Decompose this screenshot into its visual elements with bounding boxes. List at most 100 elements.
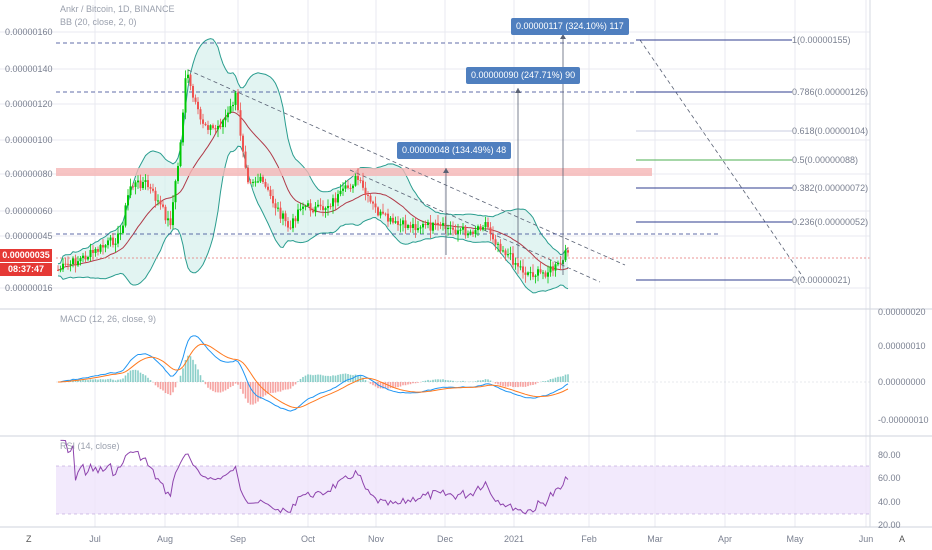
macd-histogram-bar	[462, 380, 464, 382]
macd-histogram-bar	[564, 374, 567, 382]
macd-histogram-bar	[452, 380, 454, 382]
candle-body	[447, 227, 449, 230]
candle-body	[487, 222, 489, 228]
candle-body	[537, 269, 539, 276]
measure-callout-48[interactable]: 0.00000048 (134.49%) 48	[397, 142, 512, 159]
macd-histogram-bar	[179, 375, 182, 382]
macd-histogram-bar	[562, 376, 564, 382]
candle-body	[327, 206, 329, 209]
measure-callout-117[interactable]: 0.00000117 (324.10%) 117	[511, 18, 629, 35]
macd-histogram-bar	[209, 382, 212, 390]
candle-body	[314, 206, 317, 213]
measure-callout-90[interactable]: 0.00000090 (247.71%) 90	[466, 67, 581, 84]
time-tick-label: Feb	[581, 534, 597, 544]
macd-histogram-bar	[304, 375, 307, 382]
candle-body	[342, 188, 344, 191]
candle-body	[387, 213, 389, 222]
macd-histogram-bar	[484, 379, 487, 382]
candle-body	[472, 231, 474, 235]
candle-body	[217, 125, 219, 130]
candle-body	[559, 262, 562, 265]
candle-body	[57, 269, 59, 271]
macd-histogram-bar	[264, 382, 267, 396]
macd-axis[interactable]: 0.00000020 0.00000010 0.00000000 -0.0000001…	[878, 307, 929, 425]
macd-histogram-bar	[509, 382, 512, 387]
macd-histogram-bar	[172, 382, 174, 393]
macd-histogram-bar	[519, 382, 522, 387]
macd-histogram-bar	[442, 379, 444, 382]
time-tick-label: 2021	[504, 534, 524, 544]
macd-histogram-bar	[157, 382, 159, 388]
candle-body	[127, 195, 129, 206]
candle-body	[82, 255, 84, 259]
candle-body	[207, 125, 209, 130]
macd-histogram-bar	[97, 379, 99, 382]
macd-histogram-bar	[239, 382, 242, 389]
candle-body	[517, 263, 519, 267]
macd-histogram-bar	[94, 379, 97, 382]
candle-body	[539, 269, 542, 273]
macd-histogram-bar	[204, 382, 207, 385]
macd-histogram-bar	[412, 382, 414, 384]
candle-body	[104, 245, 107, 248]
candle-body	[359, 179, 362, 181]
macd-histogram-bar	[389, 382, 392, 389]
rsi-legend[interactable]: RSI (14, close)	[60, 441, 120, 451]
macd-histogram-bar	[547, 380, 549, 382]
bb-legend[interactable]: BB (20, close, 2, 0)	[60, 17, 137, 27]
time-axis[interactable]: Jul Aug Sep Oct Nov Dec 2021 Feb Mar Apr May Jun	[89, 534, 873, 544]
candle-body	[304, 206, 307, 208]
macd-histogram-bar	[144, 375, 147, 382]
macd-histogram-bar	[182, 368, 184, 382]
macd-histogram-bar	[132, 369, 134, 382]
macd-histogram-bar	[477, 380, 479, 382]
candle-body	[302, 206, 304, 209]
candle-body	[122, 225, 124, 233]
candle-body	[462, 227, 464, 230]
price-tick-label: 0.00000080	[5, 169, 53, 179]
macd-histogram-bar	[207, 382, 209, 388]
bb-lower-line	[57, 145, 569, 294]
fib-level-label: 0.618(0.00000104)	[792, 126, 868, 136]
candle-body	[242, 135, 244, 152]
macd-histogram-bar	[244, 382, 247, 399]
auto-scale-button[interactable]: A	[899, 534, 906, 544]
candle-body	[299, 208, 302, 210]
candle-body	[59, 269, 62, 271]
symbol-legend[interactable]: Ankr / Bitcoin, 1D, BINANCE	[60, 4, 175, 14]
zoom-left-button[interactable]: Z	[26, 534, 32, 544]
fib-level-label: 1(0.00000155)	[792, 35, 851, 45]
candle-body	[99, 245, 102, 252]
candle-body	[522, 266, 524, 273]
candle-body	[62, 263, 64, 270]
macd-histogram-bar	[417, 382, 419, 383]
candle-body	[222, 120, 224, 128]
rsi-line	[60, 439, 569, 515]
time-tick-label: Jul	[89, 534, 101, 544]
candle-body	[202, 119, 204, 124]
price-tick-label: 0.00000120	[5, 99, 53, 109]
candle-body	[274, 203, 277, 209]
fib-level-label: 0(0.00000021)	[792, 275, 851, 285]
macd-legend[interactable]: MACD (12, 26, close, 9)	[60, 314, 157, 324]
candle-body	[262, 176, 264, 183]
candle-body	[507, 254, 509, 256]
candle-body	[332, 198, 334, 207]
rsi-axis[interactable]: 80.00 60.00 40.00 20.00	[878, 450, 901, 530]
candle-body	[404, 220, 407, 228]
candle-body	[92, 249, 94, 253]
price-axis[interactable]: 0.00000160 0.00000140 0.00000120 0.00000100…	[5, 27, 53, 293]
candle-body	[364, 187, 367, 195]
fibonacci-retracement[interactable]	[636, 39, 792, 281]
macd-histogram-bar	[447, 380, 449, 382]
measure-arrow-head	[443, 168, 449, 173]
candle-body	[337, 194, 339, 203]
macd-histogram-bar	[109, 378, 112, 382]
macd-histogram-bar	[249, 382, 252, 405]
macd-histogram-bar	[327, 375, 329, 382]
candle-body	[77, 261, 79, 266]
macd-histogram-bar	[147, 377, 149, 382]
candle-body	[194, 97, 197, 102]
macd-histogram-bar	[322, 375, 324, 382]
